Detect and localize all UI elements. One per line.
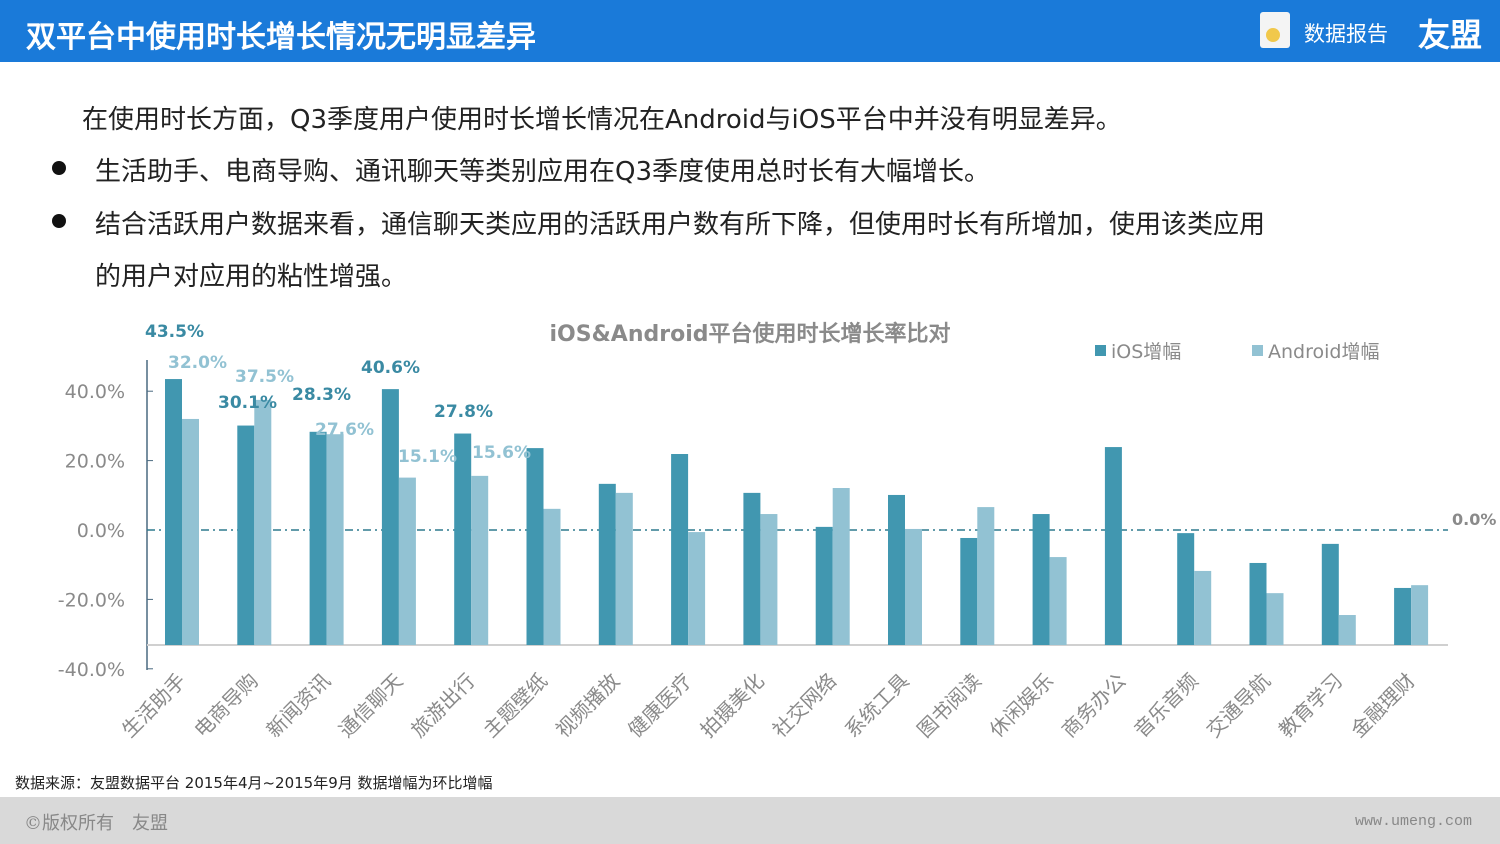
header-bar: 双平台中使用时长增长情况无明显差异 数据报告 友盟 [0,0,1500,62]
ios-bar [1249,562,1267,645]
android-bar [1049,557,1067,645]
android-data-label: 32.0% [168,353,227,373]
android-bar [471,475,489,645]
ios-data-label: 27.8% [434,402,493,422]
ios-bar [237,425,255,645]
android-data-label: 15.1% [398,447,457,467]
y-tick-label: -20.0% [58,589,125,611]
report-label: 数据报告 [1304,22,1388,46]
category-label: 健康医疗 [623,669,697,743]
y-tick-label: 40.0% [65,381,125,403]
ios-data-label: 43.5% [145,322,204,342]
ios-data-label: 30.1% [218,393,277,413]
category-label: 金融理财 [1346,669,1420,743]
copyright: ©版权所有 友盟 [24,813,168,834]
category-label: 视频播放 [551,669,625,743]
ios-bar [1104,447,1122,645]
ios-bar [598,483,616,645]
y-tick-label: -40.0% [58,659,125,681]
category-label: 商务办公 [1057,669,1131,743]
intro-text: 在使用时长方面，Q3季度用户使用时长增长情况在Android与iOS平台中并没有… [82,105,1122,135]
bullet-icon [52,214,66,228]
android-data-label: 37.5% [235,367,294,387]
ios-bar [1394,587,1412,645]
category-label: 教育学习 [1274,669,1348,743]
android-bar [615,492,633,645]
bullet-2: 结合活跃用户数据来看，通信聊天类应用的活跃用户数有所下降，但使用时长有所增加，使… [95,210,1266,240]
website-url: www.umeng.com [1354,813,1472,830]
android-bar [182,418,199,645]
ios-bar [1177,533,1195,645]
android-bar [254,399,272,645]
android-bar [1338,615,1356,645]
ios-bar [165,379,182,645]
android-data-label: 15.6% [472,443,531,463]
ios-bar [381,389,399,645]
ios-bar [454,433,472,645]
android-bar [1266,593,1284,645]
category-label: 系统工具 [840,669,914,743]
y-tick-label: 20.0% [65,451,125,473]
category-label: 图书阅读 [912,669,986,743]
android-bar [905,528,922,645]
android-bar [543,508,561,645]
ios-bar [815,526,833,645]
ios-bar [743,492,761,645]
ios-bar [671,454,689,645]
android-bar [977,507,995,645]
category-label: 通信聊天 [334,669,408,743]
android-bar [688,532,706,645]
legend-android-swatch [1252,345,1263,356]
android-bar [832,488,850,645]
android-bar [1194,570,1212,645]
y-tick-label: 0.0% [77,520,125,542]
bullet-1: 生活助手、电商导购、通讯聊天等类别应用在Q3季度使用总时长有大幅增长。 [95,157,991,187]
ios-bar [309,431,327,645]
ios-bar [1321,543,1339,645]
category-label: 生活助手 [117,669,191,743]
ios-data-label: 40.6% [361,358,420,378]
category-label: 电商导购 [189,669,263,743]
legend-android-label: Android增幅 [1268,341,1379,363]
android-bar [398,477,416,645]
category-label: 新闻资讯 [262,669,336,743]
category-label: 主题壁纸 [478,669,552,743]
zero-line-label: 0.0% [1452,510,1496,529]
category-label: 拍摄美化 [695,669,769,743]
category-label: 旅游出行 [406,669,480,743]
ios-bar [888,494,905,645]
ios-bar [1032,514,1050,645]
bullet-icon [52,161,66,175]
footer-bar: ©版权所有 友盟 www.umeng.com [0,797,1500,844]
legend-ios-swatch [1095,345,1106,356]
category-label: 休闲娱乐 [985,669,1059,743]
data-source: 数据来源：友盟数据平台 2015年4月~2015年9月 数据增幅为环比增幅 [15,774,493,792]
android-bar [1411,585,1429,645]
legend-ios-label: iOS增幅 [1111,341,1181,363]
ios-bar [960,537,978,645]
category-label: 交通导航 [1201,669,1275,743]
ios-data-label: 28.3% [292,385,351,405]
bullet-2-cont: 的用户对应用的粘性增强。 [95,262,408,292]
report-icon [1260,12,1290,48]
umeng-logo: 友盟 [1418,16,1483,54]
android-bar [326,434,344,645]
ios-bar [526,448,544,645]
android-data-label: 27.6% [315,420,374,440]
android-bar [760,514,778,645]
page-title: 双平台中使用时长增长情况无明显差异 [26,20,536,55]
category-label: 社交网络 [768,669,842,743]
chart-title: iOS&Android平台使用时长增长率比对 [550,321,951,347]
category-label: 音乐音频 [1129,669,1203,743]
